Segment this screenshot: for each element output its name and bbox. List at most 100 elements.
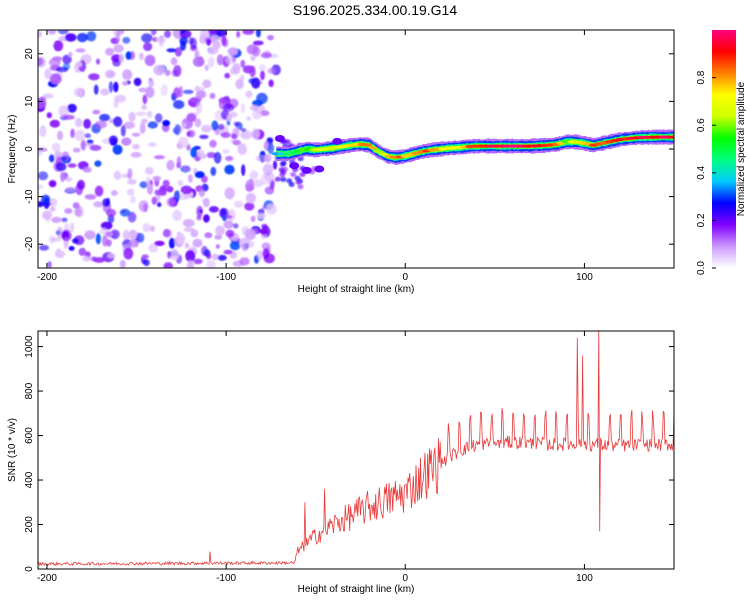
spectrogram-noise-cell — [46, 112, 52, 119]
colorbar-tick-label: 0.4 — [696, 165, 707, 179]
spectrogram-noise-cell — [227, 47, 238, 56]
spectrogram-side-lobe — [289, 162, 300, 170]
spectrogram-noise-cell — [207, 56, 215, 68]
spectrogram-noise-cell — [152, 175, 162, 181]
spectrogram-ridge-core — [669, 135, 674, 139]
spectrogram-noise-cell — [177, 180, 184, 186]
spectrogram-noise-cell — [188, 37, 194, 45]
spectrogram-noise-cell — [163, 228, 171, 238]
spectrogram-noise-cell — [78, 247, 87, 256]
spectrogram-ytick-label: -20 — [24, 237, 35, 252]
spectrogram-noise-cell — [195, 90, 207, 99]
spectrogram-noise-cell — [266, 137, 274, 143]
spectrogram-noise-cell — [209, 139, 217, 148]
spectrogram-noise-cell — [72, 238, 79, 244]
spectrogram-noise-cell — [250, 55, 256, 61]
spectrogram-noise-cell — [39, 125, 47, 137]
spectrogram-noise-cell — [258, 64, 266, 71]
spectrogram-noise-cell — [74, 129, 86, 142]
snr-line — [38, 331, 674, 567]
spectrogram-noise-cell — [203, 197, 210, 208]
spectrogram-xtick-label: -100 — [216, 272, 236, 283]
spectrogram-noise-cell — [223, 214, 233, 220]
spectrogram-noise-cell — [157, 202, 162, 208]
spectrogram-noise-cell — [142, 222, 151, 233]
spectrogram-noise-cell — [105, 231, 114, 237]
spectrogram-noise-cell — [153, 64, 166, 76]
snr-x-axis: -200 -100 0 100 — [37, 331, 593, 584]
spectrogram-noise-cell — [95, 120, 107, 129]
spectrogram-noise-cell — [73, 87, 84, 97]
colorbar-gradient — [712, 30, 736, 268]
spectrogram-noise-cell — [192, 238, 203, 248]
spectrogram-noise-cell — [255, 30, 261, 38]
spectrogram-noise-cell — [194, 85, 200, 92]
spectrogram-noise-cell — [41, 194, 51, 206]
colorbar-tick-label: 0.0 — [696, 261, 707, 275]
spectrogram-noise-cell — [122, 229, 130, 242]
spectrogram-noise-cell — [295, 179, 302, 185]
spectrogram-noise-cell — [150, 30, 157, 36]
spectrogram-noise-cell — [74, 117, 83, 128]
spectrogram-noise-cell — [233, 121, 240, 127]
spectrogram-noise-cell — [195, 102, 203, 114]
spectrogram-noise-cell — [232, 223, 239, 229]
spectrogram-xtick-label: 0 — [402, 272, 408, 283]
spectrogram-noise-cell — [147, 121, 158, 129]
spectrogram-noise-cell — [166, 197, 176, 207]
spectrogram-xtick-label: 100 — [576, 272, 593, 283]
spectrogram-noise-cell — [224, 187, 235, 200]
spectrogram-noise-cell — [279, 161, 286, 167]
spectrogram-noise-cell — [215, 244, 220, 249]
snr-ytick-label: 600 — [24, 427, 35, 444]
spectrogram-noise-cell — [194, 118, 202, 128]
spectrogram-noise-cell — [261, 242, 271, 250]
spectrogram-noise-cell — [64, 177, 73, 182]
spectrogram-noise-cell — [60, 171, 65, 183]
spectrogram-ytick-label: 20 — [24, 48, 35, 60]
spectrogram-noise-region — [38, 30, 318, 268]
snr-ytick-label: 1000 — [24, 335, 35, 358]
spectrogram-noise-cell — [225, 229, 235, 238]
spectrogram-noise-cell — [210, 34, 220, 43]
spectrogram-side-lobe — [274, 135, 285, 142]
spectrogram-noise-cell — [173, 190, 181, 203]
spectrogram-noise-cell — [240, 130, 253, 140]
spectrogram-noise-cell — [53, 40, 64, 52]
spectrogram-noise-cell — [52, 56, 63, 62]
spectrogram-noise-cell — [168, 237, 176, 249]
snr-ytick-label: 0 — [24, 566, 35, 572]
spectrogram-noise-cell — [141, 33, 153, 43]
spectrogram-noise-cell — [240, 103, 246, 114]
spectrogram-noise-cell — [51, 216, 62, 223]
spectrogram-noise-cell — [199, 134, 209, 139]
spectrogram-noise-cell — [94, 160, 102, 167]
spectrogram-noise-cell — [121, 137, 132, 146]
spectrogram-noise-cell — [267, 34, 274, 41]
spectrogram-noise-cell — [58, 105, 69, 118]
spectrogram-noise-cell — [108, 135, 118, 145]
snr-xtick-label: -100 — [216, 573, 236, 584]
spectrogram-noise-cell — [68, 246, 75, 251]
spectrogram-noise-cell — [240, 59, 246, 68]
spectrogram-noise-cell — [166, 48, 177, 53]
spectrogram-noise-cell — [48, 154, 55, 163]
spectrogram-noise-cell — [162, 179, 170, 188]
spectrogram-noise-cell — [57, 30, 69, 35]
spectrogram-noise-cell — [213, 152, 222, 164]
spectrogram-noise-cell — [208, 30, 218, 35]
spectrogram-noise-cell — [288, 182, 295, 187]
spectrogram-noise-cell — [96, 58, 100, 65]
spectrogram-noise-cell — [260, 52, 272, 59]
spectrogram-noise-cell — [169, 248, 179, 260]
spectrogram-noise-cell — [267, 67, 276, 74]
spectrogram-noise-cell — [123, 247, 134, 260]
spectrogram-y-axis: -20 -10 0 10 20 — [24, 48, 674, 252]
spectrogram-noise-cell — [262, 248, 270, 259]
spectrogram-noise-cell — [67, 163, 77, 168]
spectrogram-noise-cell — [150, 225, 155, 232]
spectrogram-noise-cell — [105, 47, 115, 56]
spectrogram-noise-cell — [187, 174, 193, 183]
spectrogram-noise-cell — [239, 74, 245, 83]
spectrogram-noise-cell — [241, 164, 246, 177]
